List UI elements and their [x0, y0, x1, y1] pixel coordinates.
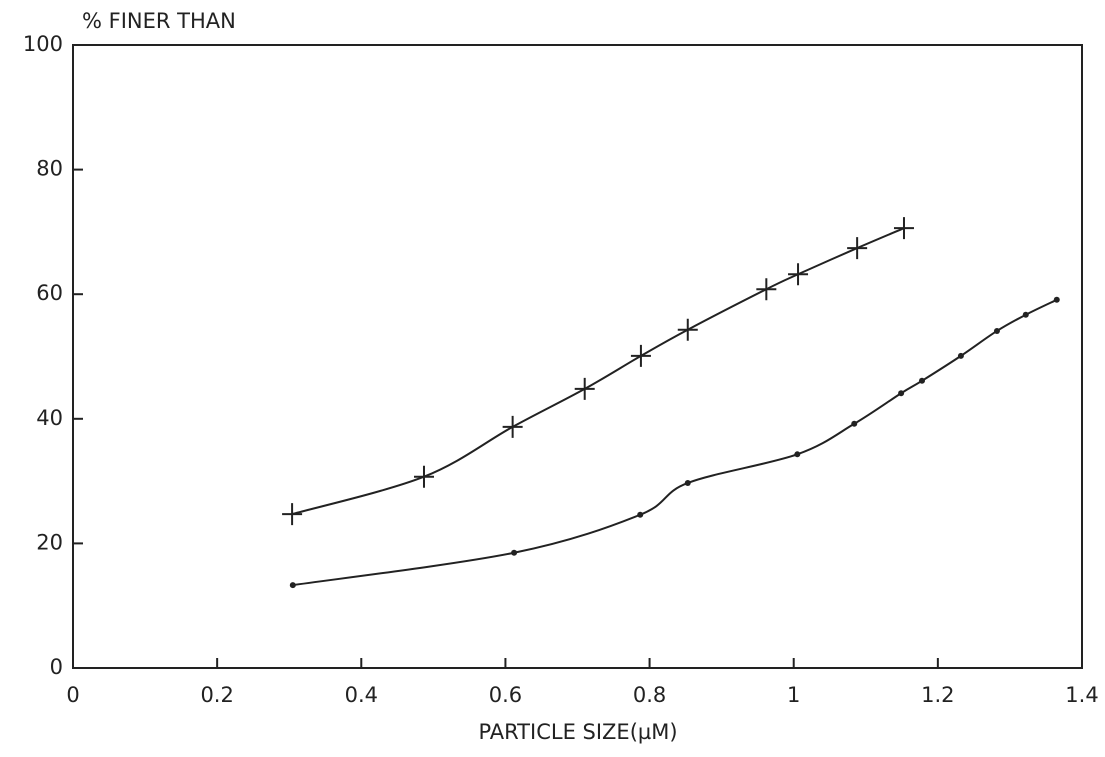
- dot-marker: [957, 352, 964, 359]
- dot-marker: [898, 390, 905, 397]
- plus-marker: [677, 318, 698, 341]
- series-line: [291, 227, 905, 516]
- plus-marker: [574, 377, 595, 400]
- x-tick-label: 1: [787, 683, 800, 707]
- x-tick-label: 0: [66, 683, 79, 707]
- plus-marker: [502, 415, 523, 438]
- dot-marker: [511, 549, 518, 556]
- x-tick-label: 0.4: [345, 683, 378, 707]
- x-tick-label: 0.8: [633, 683, 666, 707]
- plus-marker: [847, 237, 868, 260]
- dot-marker: [684, 479, 691, 486]
- dot-marker: [1053, 296, 1060, 303]
- series-line: [292, 298, 1058, 587]
- x-tick-label: 0.6: [489, 683, 522, 707]
- plus-marker: [413, 465, 434, 488]
- dot-marker: [637, 511, 644, 518]
- dot-marker: [794, 451, 801, 458]
- dot-marker: [289, 582, 296, 589]
- dot-marker: [1022, 311, 1029, 318]
- plus-marker: [893, 217, 914, 240]
- x-axis-label: PARTICLE SIZE(µM): [478, 720, 677, 744]
- y-tick-label: 20: [36, 530, 63, 554]
- plus-marker: [630, 344, 651, 367]
- y-tick-label: 60: [36, 281, 63, 305]
- x-tick-label: 1.4: [1065, 683, 1098, 707]
- plus-marker: [282, 503, 303, 526]
- dot-marker: [919, 377, 926, 384]
- y-tick-label: 0: [50, 655, 63, 679]
- plus-marker: [756, 278, 777, 301]
- x-tick-label: 0.2: [200, 683, 233, 707]
- y-tick-label: 40: [36, 406, 63, 430]
- plus-marker: [788, 263, 809, 286]
- y-tick-label: 80: [36, 157, 63, 181]
- dot-marker: [993, 327, 1000, 334]
- plot-frame: [72, 44, 1083, 669]
- dot-marker: [851, 420, 858, 427]
- y-tick-label: 100: [23, 32, 63, 56]
- x-tick-label: 1.2: [921, 683, 954, 707]
- y-axis-label: % FINER THAN: [82, 9, 236, 33]
